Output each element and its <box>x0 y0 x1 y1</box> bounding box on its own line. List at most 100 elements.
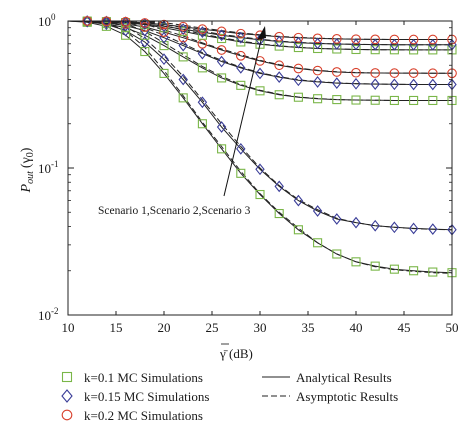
annotation-arrowhead <box>257 26 266 40</box>
diamond-marker <box>197 47 208 60</box>
square-marker <box>197 30 207 40</box>
legend-item-asymptotic: Asymptotic Results <box>262 389 398 404</box>
diamond-marker <box>178 73 188 86</box>
analytical-curve-k01-scenario-1 <box>67 20 453 274</box>
square-marker <box>178 93 188 103</box>
diamond-marker <box>332 77 342 89</box>
circle-marker <box>370 34 381 45</box>
diamond-marker <box>408 78 419 91</box>
y-axis-label: Pout (γ0) <box>19 147 36 193</box>
x-axis-label-text: γ̄ (dB) <box>219 346 253 361</box>
y-axis-label-main: P <box>19 183 34 193</box>
diamond-marker <box>82 15 92 27</box>
legend-square-marker <box>61 371 73 383</box>
square-marker <box>178 26 188 36</box>
diamond-marker <box>236 31 246 44</box>
diamond-marker <box>293 74 304 87</box>
square-marker <box>293 225 303 235</box>
circle-marker <box>389 34 400 45</box>
diamond-marker <box>236 142 246 155</box>
diamond-marker <box>351 77 361 90</box>
square-marker <box>274 208 284 219</box>
circle-marker <box>427 34 438 45</box>
square-marker <box>428 267 438 277</box>
legend-diamond-marker <box>61 389 73 403</box>
x-tick-label: 30 <box>254 320 267 335</box>
square-marker <box>293 42 303 53</box>
x-tick-label: 45 <box>398 320 411 335</box>
square-marker <box>370 261 380 271</box>
square-marker <box>428 95 438 106</box>
square-marker <box>274 90 284 100</box>
svg-text:γ̄ (dB): γ̄ (dB) <box>219 346 253 361</box>
circle-marker <box>274 31 285 42</box>
circle-marker <box>197 24 208 35</box>
diamond-marker <box>274 180 284 193</box>
circle-marker <box>293 32 304 43</box>
square-marker <box>159 41 169 51</box>
plot-area: 10 15 20 25 30 35 40 45 50 100 10-1 10-2 <box>38 12 459 335</box>
diamond-marker <box>101 15 112 28</box>
circle-marker <box>408 68 419 78</box>
square-marker <box>409 95 419 106</box>
circle-marker <box>351 67 361 78</box>
legend-item-k02: k=0.2 MC Simulations <box>61 408 203 423</box>
diamond-marker <box>389 78 400 91</box>
diamond-marker <box>216 55 227 68</box>
square-marker <box>332 44 342 54</box>
square-marker <box>197 119 207 129</box>
asymptotic-curve-k01-scenario-2 <box>68 20 452 101</box>
square-marker <box>274 41 284 51</box>
circle-marker <box>274 60 285 71</box>
y-axis-label-arg-sub: 0 <box>25 152 36 157</box>
y-axis-label-sub: out <box>25 171 36 184</box>
circle-marker <box>120 16 131 27</box>
legend-label-k01: k=0.1 MC Simulations <box>84 370 203 385</box>
square-marker <box>313 43 323 54</box>
diamond-marker <box>159 20 169 33</box>
x-tick-label: 25 <box>206 320 219 335</box>
diamond-marker <box>120 24 131 37</box>
svg-text:Pout(γ0): Pout (γ0) <box>19 147 36 193</box>
square-marker <box>159 68 169 78</box>
circle-marker <box>178 21 189 32</box>
y-axis-ticks: 100 10-1 10-2 <box>38 12 452 323</box>
circle-marker <box>370 68 381 78</box>
diamond-marker <box>178 23 188 36</box>
square-marker <box>197 63 207 73</box>
square-marker <box>370 95 380 105</box>
circle-marker <box>427 68 438 79</box>
diamond-marker <box>159 53 169 66</box>
square-marker <box>217 73 227 83</box>
diamond-marker <box>255 163 265 176</box>
asymptotic-curve-k01-scenario-1 <box>68 20 453 274</box>
y-tick-label: 100 <box>38 12 56 29</box>
square-marker <box>351 257 361 267</box>
square-marker <box>389 264 399 274</box>
analytical-curve-k015-scenario-2 <box>67 20 452 85</box>
diamond-marker <box>370 78 380 91</box>
diamond-marker <box>370 219 380 232</box>
circle-marker <box>159 19 169 30</box>
circle-marker <box>312 65 323 76</box>
x-tick-label: 50 <box>446 320 459 335</box>
x-tick-label: 35 <box>302 320 315 335</box>
circle-marker <box>389 68 400 78</box>
diamond-marker <box>140 36 150 48</box>
square-marker <box>293 92 303 102</box>
square-marker <box>255 189 265 200</box>
diamond-marker <box>312 76 323 88</box>
square-marker <box>351 44 361 55</box>
diamond-marker <box>216 29 227 42</box>
diamond-marker <box>197 96 208 109</box>
legend-label-analytical: Analytical Results <box>296 370 392 385</box>
diamond-marker <box>236 61 246 74</box>
curves <box>67 20 453 274</box>
x-tick-label: 10 <box>62 320 75 335</box>
square-marker <box>370 45 380 55</box>
x-axis-ticks: 10 15 20 25 30 35 40 45 50 <box>62 21 459 335</box>
circle-marker <box>408 34 419 45</box>
square-marker <box>409 266 419 276</box>
diamond-marker <box>178 39 188 52</box>
legend-item-k015: k=0.15 MC Simulations <box>61 389 209 404</box>
